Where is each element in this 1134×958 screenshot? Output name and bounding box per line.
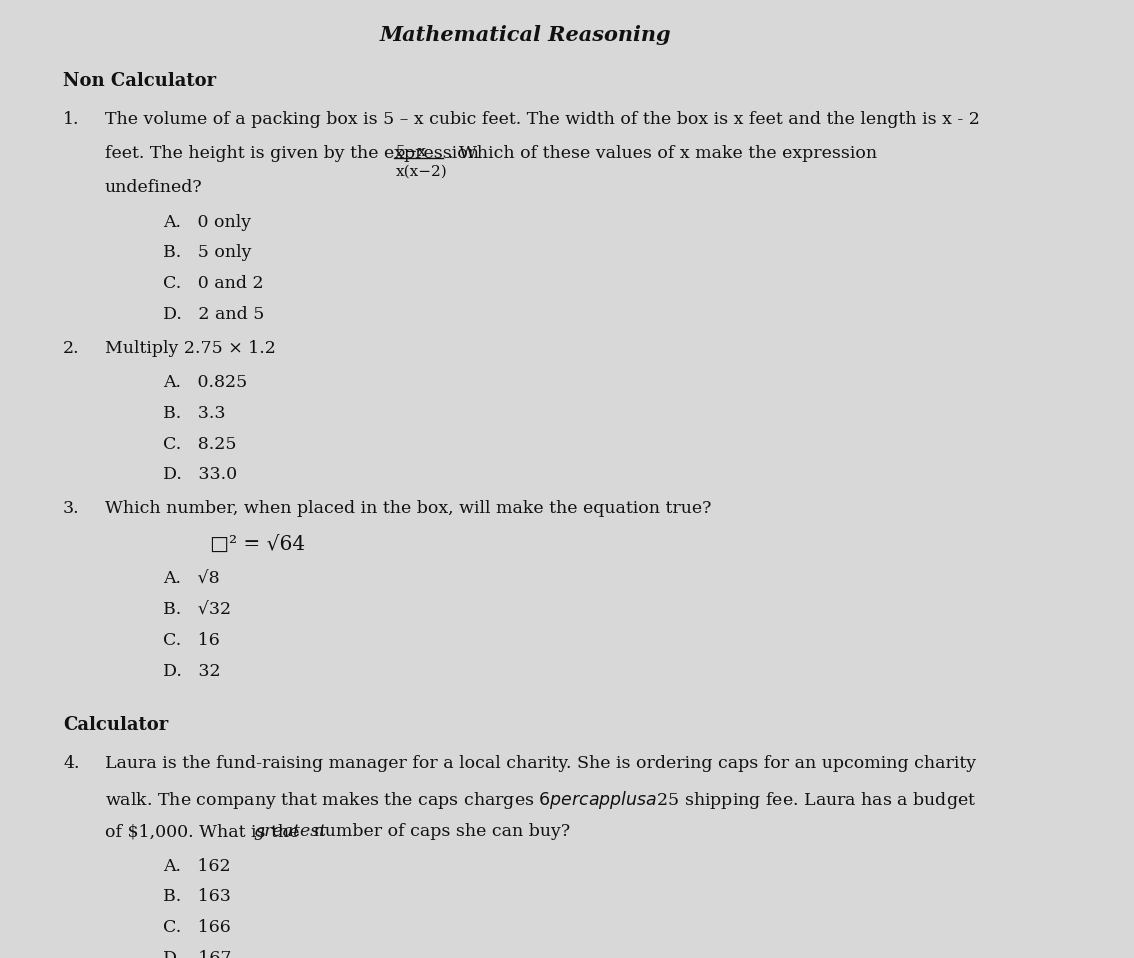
- Text: A.   √8: A. √8: [163, 571, 219, 588]
- Text: The volume of a packing box is 5 – x cubic feet. The width of the box is x feet : The volume of a packing box is 5 – x cub…: [105, 111, 980, 127]
- Text: C.   166: C. 166: [163, 919, 230, 936]
- Text: x(x−2): x(x−2): [396, 165, 448, 179]
- Text: feet. The height is given by the expression: feet. The height is given by the express…: [105, 145, 490, 162]
- Text: 3.: 3.: [64, 500, 79, 517]
- Text: Which number, when placed in the box, will make the equation true?: Which number, when placed in the box, wi…: [105, 500, 711, 517]
- Text: □² = √64: □² = √64: [210, 535, 305, 554]
- Text: C.   0 and 2: C. 0 and 2: [163, 275, 263, 292]
- Text: D.   33.0: D. 33.0: [163, 467, 237, 483]
- Text: Non Calculator: Non Calculator: [64, 72, 217, 90]
- Text: D.   32: D. 32: [163, 663, 220, 680]
- Text: number of caps she can buy?: number of caps she can buy?: [307, 823, 570, 840]
- Text: . Which of these values of x make the expression: . Which of these values of x make the ex…: [448, 145, 878, 162]
- Text: B.   √32: B. √32: [163, 602, 231, 619]
- Text: greatest: greatest: [254, 823, 327, 840]
- Text: of $1,000. What is the: of $1,000. What is the: [105, 823, 305, 840]
- Text: D.   2 and 5: D. 2 and 5: [163, 306, 264, 323]
- Text: B.   163: B. 163: [163, 888, 230, 905]
- Text: Multiply 2.75 × 1.2: Multiply 2.75 × 1.2: [105, 340, 276, 357]
- Text: Calculator: Calculator: [64, 716, 168, 734]
- Text: A.   0 only: A. 0 only: [163, 214, 251, 231]
- Text: D.   167: D. 167: [163, 949, 231, 958]
- Text: Mathematical Reasoning: Mathematical Reasoning: [379, 25, 671, 45]
- Text: Laura is the fund-raising manager for a local charity. She is ordering caps for : Laura is the fund-raising manager for a …: [105, 755, 976, 772]
- Text: C.   8.25: C. 8.25: [163, 436, 236, 452]
- Text: A.   0.825: A. 0.825: [163, 375, 247, 391]
- Text: B.   3.3: B. 3.3: [163, 405, 226, 422]
- Text: 1.: 1.: [64, 111, 79, 127]
- Text: walk. The company that makes the caps charges $6 per cap plus a $25 shipping fee: walk. The company that makes the caps ch…: [105, 789, 976, 811]
- Text: A.   162: A. 162: [163, 857, 230, 875]
- Text: 5−x: 5−x: [396, 145, 426, 159]
- Text: undefined?: undefined?: [105, 179, 203, 196]
- Text: 4.: 4.: [64, 755, 79, 772]
- Text: C.   16: C. 16: [163, 632, 220, 650]
- Text: 2.: 2.: [64, 340, 79, 357]
- Text: B.   5 only: B. 5 only: [163, 244, 252, 262]
